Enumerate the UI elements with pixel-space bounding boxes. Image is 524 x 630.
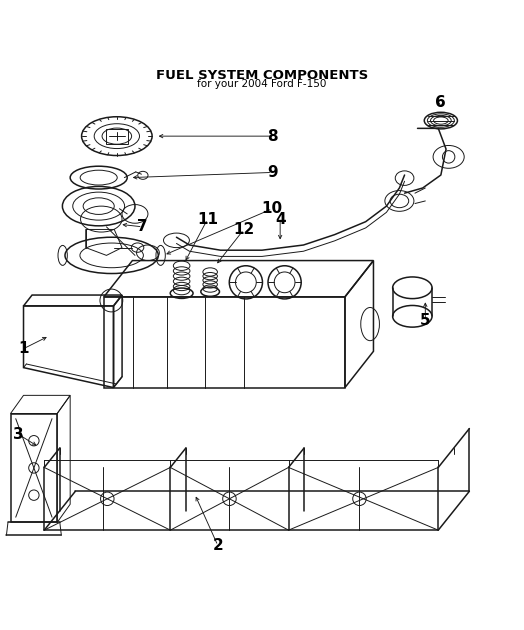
Text: FUEL SYSTEM COMPONENTS: FUEL SYSTEM COMPONENTS	[156, 69, 368, 82]
Text: 11: 11	[197, 212, 218, 227]
Text: 2: 2	[213, 538, 223, 553]
Text: 7: 7	[137, 219, 148, 234]
Text: 8: 8	[267, 129, 278, 144]
Text: 3: 3	[13, 427, 24, 442]
Text: 12: 12	[233, 222, 255, 237]
Text: 10: 10	[262, 201, 283, 216]
Text: 4: 4	[275, 212, 286, 227]
Text: 5: 5	[420, 312, 431, 328]
Text: for your 2004 Ford F-150: for your 2004 Ford F-150	[198, 79, 326, 89]
Text: 6: 6	[435, 95, 446, 110]
Text: 1: 1	[18, 341, 29, 356]
Text: 9: 9	[267, 165, 278, 180]
